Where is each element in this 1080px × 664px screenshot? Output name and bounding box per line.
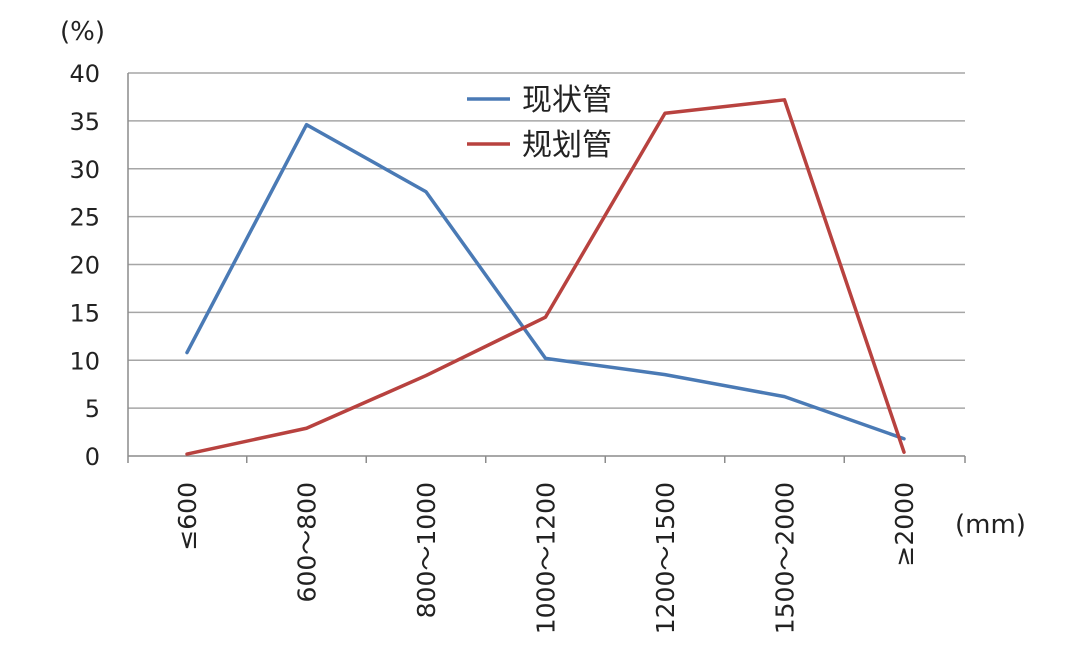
x-category-label: 1500～2000 bbox=[771, 482, 800, 634]
x-category-label: ≤600 bbox=[173, 482, 202, 551]
y-axis-unit-label: (%) bbox=[60, 17, 105, 47]
y-tick-label: 35 bbox=[69, 108, 100, 136]
x-category-label: 1200～1500 bbox=[651, 482, 680, 634]
x-category-label: 600～800 bbox=[293, 482, 322, 602]
x-category-label: ≥2000 bbox=[890, 482, 919, 567]
y-tick-label: 15 bbox=[69, 299, 100, 327]
series-line bbox=[185, 122, 906, 441]
y-tick-label: 5 bbox=[85, 395, 100, 423]
y-tick-label: 0 bbox=[85, 443, 100, 471]
axes: 0 5 10 15 20 25 30 35 40 ≤600 600～800 800～1000 1000～… bbox=[69, 60, 966, 634]
x-category-label: 1000～1200 bbox=[532, 482, 561, 634]
legend-label: 规划管 bbox=[522, 128, 612, 163]
y-tick-label: 40 bbox=[69, 60, 100, 88]
y-tick-label: 10 bbox=[69, 347, 100, 375]
x-axis-unit-label: (mm) bbox=[955, 510, 1026, 540]
legend-label: 现状管 bbox=[522, 83, 612, 118]
x-category-label: 800～1000 bbox=[412, 482, 441, 618]
series-line bbox=[185, 98, 906, 456]
y-tick-label: 25 bbox=[69, 204, 100, 232]
y-tick-label: 20 bbox=[69, 252, 100, 280]
series-lines bbox=[185, 98, 906, 456]
y-tick-label: 30 bbox=[69, 156, 100, 184]
